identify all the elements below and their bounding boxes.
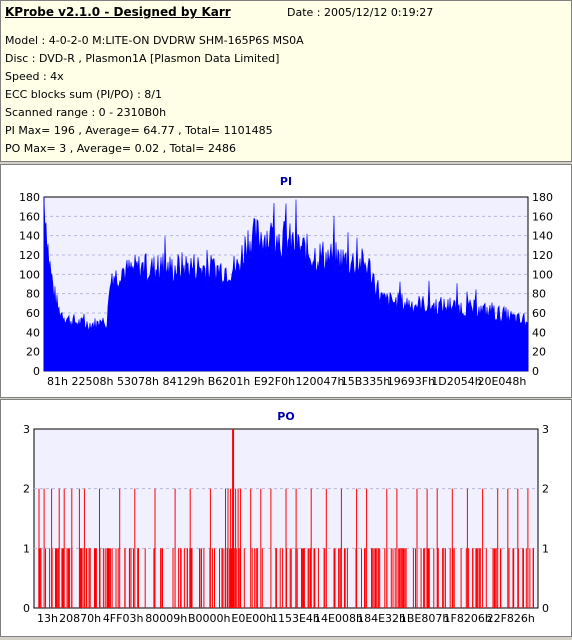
y-tick-label-right: 60 bbox=[532, 307, 546, 320]
pi-series bbox=[43, 196, 529, 372]
y-tick-label-left: 80 bbox=[26, 288, 40, 301]
x-tick-label: B6201h bbox=[208, 375, 251, 388]
y-tick-label-right: 0 bbox=[532, 365, 539, 378]
y-tick-label-right: 180 bbox=[532, 191, 553, 204]
y-tick-label-right: 2 bbox=[542, 483, 549, 496]
scan-date: Date : 2005/12/12 0:19:27 bbox=[287, 6, 434, 19]
x-tick-label: 120047h bbox=[295, 375, 344, 388]
chart-title: PO bbox=[277, 410, 294, 423]
x-tick-label: 4FF03h bbox=[103, 612, 144, 625]
po-chart-panel: PO 0 0 1 1 2 2 3 3 13h 20870h 4FF03h 80009h B0000h E0E… bbox=[0, 399, 572, 637]
y-tick-label-right: 0 bbox=[542, 602, 549, 615]
x-tick-label: 1F8206h bbox=[444, 612, 492, 625]
x-tick-label: 20870h bbox=[59, 612, 101, 625]
y-tick-label-right: 100 bbox=[532, 268, 553, 281]
y-tick-label-left: 120 bbox=[19, 249, 40, 262]
x-tick-label: 84129h bbox=[163, 375, 205, 388]
x-tick-label: 20E048h bbox=[477, 375, 526, 388]
y-tick-label-left: 3 bbox=[23, 423, 30, 436]
po-chart: PO 0 0 1 1 2 2 3 3 13h 20870h 4FF03h 80009h B0000h E0E… bbox=[23, 410, 549, 625]
x-tick-label: 22508h bbox=[72, 375, 114, 388]
y-tick-label-left: 20 bbox=[26, 346, 40, 359]
disc-line: Disc : DVD-R , Plasmon1A [Plasmon Data L… bbox=[5, 52, 280, 65]
y-tick-label-left: 2 bbox=[23, 483, 30, 496]
x-tick-label: 19693Fh bbox=[387, 375, 435, 388]
x-tick-label: 1D2054h bbox=[431, 375, 481, 388]
y-tick-label-left: 60 bbox=[26, 307, 40, 320]
app-title: KProbe v2.1.0 - Designed by Karr bbox=[5, 5, 231, 19]
x-tick-label: 13h bbox=[37, 612, 58, 625]
y-tick-label-left: 160 bbox=[19, 210, 40, 223]
pi-stats-line: PI Max= 196 , Average= 64.77 , Total= 11… bbox=[5, 124, 273, 137]
y-tick-label-left: 0 bbox=[33, 365, 40, 378]
y-tick-label-right: 40 bbox=[532, 326, 546, 339]
x-tick-label: 1BE807h bbox=[400, 612, 449, 625]
x-tick-label: 184E32h bbox=[357, 612, 406, 625]
y-tick-label-right: 80 bbox=[532, 288, 546, 301]
scan-info-panel: KProbe v2.1.0 - Designed by Karr Date : … bbox=[0, 0, 572, 162]
y-tick-label-left: 140 bbox=[19, 230, 40, 243]
x-tick-label: 22F826h bbox=[487, 612, 535, 625]
chart-title: PI bbox=[280, 175, 292, 188]
y-tick-label-left: 100 bbox=[19, 268, 40, 281]
po-stats-line: PO Max= 3 , Average= 0.02 , Total= 2486 bbox=[5, 142, 236, 155]
y-tick-label-left: 1 bbox=[23, 542, 30, 555]
po-series bbox=[38, 429, 534, 608]
pi-chart: PI 0 0 20 20 40 40 60 60 80 80 100 100 120 120 140 140 16… bbox=[19, 175, 553, 388]
x-tick-label: 53078h bbox=[117, 375, 159, 388]
ecc-line: ECC blocks sum (PI/PO) : 8/1 bbox=[5, 88, 162, 101]
x-tick-label: 1153E4h bbox=[271, 612, 320, 625]
y-tick-label-right: 20 bbox=[532, 346, 546, 359]
y-tick-label-right: 160 bbox=[532, 210, 553, 223]
y-tick-label-right: 140 bbox=[532, 230, 553, 243]
y-tick-label-right: 120 bbox=[532, 249, 553, 262]
y-tick-label-right: 1 bbox=[542, 542, 549, 555]
x-tick-label: B0000h bbox=[188, 612, 231, 625]
model-line: Model : 4-0-2-0 M:LITE-ON DVDRW SHM-165P… bbox=[5, 34, 304, 47]
x-tick-label: 15B335h bbox=[341, 375, 391, 388]
y-tick-label-left: 180 bbox=[19, 191, 40, 204]
x-tick-label: 81h bbox=[47, 375, 68, 388]
y-tick-label-left: 40 bbox=[26, 326, 40, 339]
speed-line: Speed : 4x bbox=[5, 70, 64, 83]
x-tick-label: 14E008h bbox=[314, 612, 363, 625]
pi-chart-panel: PI 0 0 20 20 40 40 60 60 80 80 100 100 120 120 140 140 16… bbox=[0, 164, 572, 398]
y-tick-label-left: 0 bbox=[23, 602, 30, 615]
range-line: Scanned range : 0 - 2310B0h bbox=[5, 106, 167, 119]
x-tick-label: E0E00h bbox=[231, 612, 273, 625]
y-tick-label-right: 3 bbox=[542, 423, 549, 436]
x-tick-label: 80009h bbox=[145, 612, 187, 625]
x-tick-label: E92F0h bbox=[254, 375, 295, 388]
